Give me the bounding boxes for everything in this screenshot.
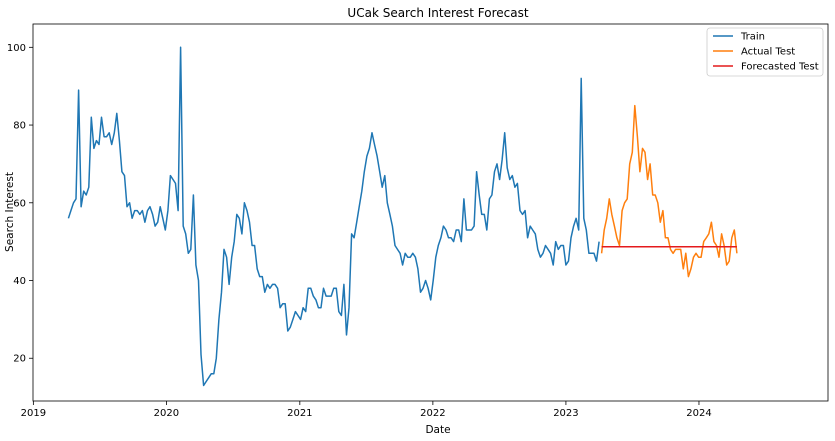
y-tick-label: 100 bbox=[7, 43, 26, 54]
x-axis-label: Date bbox=[425, 424, 450, 436]
x-tick-label: 2021 bbox=[287, 408, 312, 419]
series-lines bbox=[67, 46, 738, 387]
chart-title: UCak Search Interest Forecast bbox=[347, 6, 528, 20]
y-tick-label: 60 bbox=[13, 198, 26, 209]
x-tick-label: 2020 bbox=[154, 408, 179, 419]
x-tick-label: 2022 bbox=[420, 408, 445, 419]
y-tick-label: 20 bbox=[13, 354, 26, 365]
x-axis: 2019 2020 2021 2022 2023 2024 bbox=[21, 401, 712, 419]
series-line-actual-test bbox=[600, 104, 738, 278]
y-axis-label: Search Interest bbox=[4, 172, 16, 252]
legend-label-actual-test: Actual Test bbox=[741, 47, 795, 58]
y-tick-label: 80 bbox=[13, 121, 26, 132]
y-axis: 20 40 60 80 100 bbox=[7, 43, 33, 365]
x-tick-label: 2019 bbox=[21, 408, 46, 419]
legend-box bbox=[706, 27, 824, 77]
series-line-train bbox=[67, 46, 600, 387]
x-tick-label: 2024 bbox=[686, 408, 711, 419]
plot-area bbox=[32, 23, 829, 402]
legend-label-train: Train bbox=[740, 32, 765, 43]
legend: Train Actual Test Forecasted Test bbox=[706, 27, 824, 77]
x-tick-label: 2023 bbox=[553, 408, 578, 419]
y-tick-label: 40 bbox=[13, 276, 26, 287]
legend-label-forecasted-test: Forecasted Test bbox=[741, 62, 819, 73]
